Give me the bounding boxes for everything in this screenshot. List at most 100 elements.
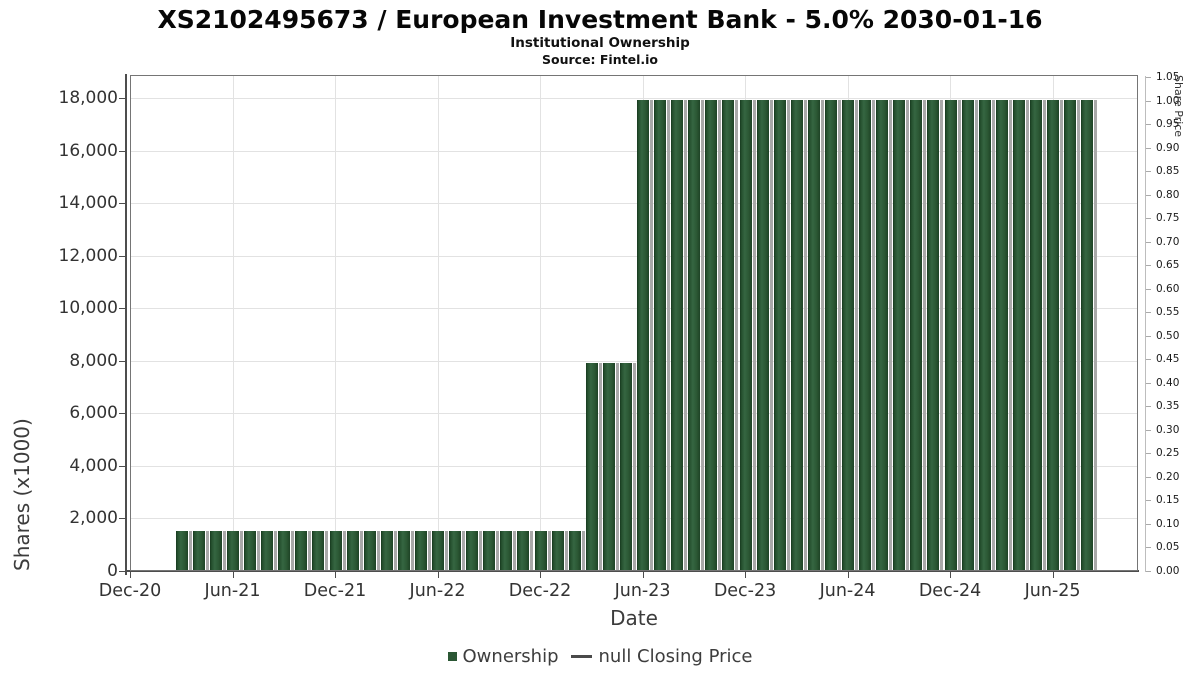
- y2-tick: [1146, 500, 1151, 502]
- right-axis-line: [1145, 76, 1146, 572]
- x-tick-label: Dec-24: [918, 581, 982, 601]
- y-tick-label: 12,000: [58, 245, 118, 266]
- x-tick-label: Jun-22: [409, 581, 466, 601]
- right-axis-title: Share Price: [1172, 75, 1185, 138]
- bar: [397, 530, 414, 571]
- bar: [192, 530, 209, 571]
- bar: [893, 100, 910, 570]
- bar: [944, 100, 961, 570]
- y-tick-label: 0: [107, 561, 118, 581]
- y-gridline: [131, 360, 1137, 362]
- y2-tick-label: 0.45: [1156, 353, 1180, 366]
- y2-tick: [1146, 288, 1151, 290]
- y-tick-label: 14,000: [58, 193, 118, 214]
- y2-tick: [1146, 382, 1151, 384]
- left-axis-line: [125, 74, 127, 575]
- x-tick: [232, 572, 234, 578]
- y2-tick: [1146, 476, 1151, 478]
- bar: [705, 100, 722, 570]
- y2-tick: [1146, 77, 1151, 78]
- bar: [722, 100, 739, 570]
- bar: [602, 363, 619, 570]
- bar: [278, 530, 295, 571]
- bar: [329, 530, 346, 571]
- x-tick-label: Jun-23: [614, 581, 671, 601]
- y-tick: [119, 203, 125, 205]
- y2-tick-label: 0.95: [1156, 118, 1180, 131]
- y-tick: [119, 255, 125, 257]
- bar: [175, 530, 192, 571]
- bar: [551, 530, 568, 571]
- bar: [432, 530, 449, 571]
- bar: [244, 530, 261, 571]
- y2-tick: [1146, 312, 1151, 314]
- x-tick: [130, 572, 131, 578]
- y-gridline: [131, 203, 1137, 205]
- x-gridline: [437, 76, 439, 570]
- y2-tick-label: 0.70: [1156, 235, 1180, 248]
- x-tick: [950, 572, 952, 578]
- y-tick-label: 4,000: [69, 455, 118, 476]
- y-tick: [119, 98, 125, 100]
- bar: [312, 530, 329, 571]
- y2-tick-label: 0.80: [1156, 188, 1180, 201]
- bar: [876, 100, 893, 570]
- y2-tick-label: 0.90: [1156, 141, 1180, 154]
- bar: [654, 100, 671, 570]
- bar: [534, 530, 551, 571]
- x-tick-label: Dec-20: [98, 581, 162, 601]
- page-title: XS2102495673 / European Investment Bank …: [157, 5, 1043, 34]
- bottom-axis-line: [125, 570, 1139, 572]
- x-tick: [437, 572, 439, 578]
- ownership-swatch-icon: [447, 652, 457, 661]
- y2-tick: [1146, 335, 1151, 337]
- bar: [363, 530, 380, 571]
- y-gridline: [131, 255, 1137, 257]
- y2-tick-label: 0.05: [1156, 541, 1180, 554]
- y-tick: [119, 518, 125, 520]
- legend: Ownership null Closing Price: [0, 646, 1200, 667]
- y2-tick-label: 0.15: [1156, 494, 1180, 507]
- x-tick-label: Jun-24: [819, 581, 876, 601]
- bar: [414, 530, 431, 571]
- bar: [1064, 100, 1081, 570]
- x-tick: [540, 572, 542, 578]
- bar: [739, 100, 756, 570]
- bar: [585, 363, 602, 570]
- y-tick: [119, 308, 125, 310]
- bar: [688, 100, 705, 570]
- y2-tick: [1146, 147, 1151, 149]
- bar: [568, 530, 585, 571]
- y2-tick-label: 1.00: [1156, 94, 1180, 107]
- y2-tick-label: 0.75: [1156, 212, 1180, 225]
- bar: [637, 100, 654, 570]
- bar: [807, 100, 824, 570]
- bar: [961, 100, 978, 570]
- y2-tick: [1146, 194, 1151, 196]
- legend-price-label: null Closing Price: [598, 646, 753, 667]
- x-tick: [745, 572, 747, 578]
- bar: [842, 100, 859, 570]
- x-tick-label: Dec-23: [713, 581, 777, 601]
- bar: [910, 100, 927, 570]
- bar: [1081, 100, 1098, 570]
- y-tick-label: 8,000: [69, 350, 118, 371]
- x-tick: [642, 572, 644, 578]
- bar: [227, 530, 243, 571]
- y2-tick-label: 0.85: [1156, 165, 1180, 178]
- y-tick: [119, 571, 125, 572]
- y-tick-label: 18,000: [58, 88, 118, 109]
- y2-tick-label: 0.00: [1156, 565, 1180, 577]
- y-tick: [119, 150, 125, 152]
- x-tick: [1052, 572, 1054, 578]
- bar: [824, 100, 841, 570]
- y-tick-label: 16,000: [58, 140, 118, 161]
- bar: [978, 100, 995, 570]
- y2-tick-label: 0.20: [1156, 470, 1180, 483]
- bar: [619, 363, 636, 570]
- y2-tick: [1146, 571, 1151, 572]
- y2-tick: [1146, 406, 1151, 408]
- y-tick: [119, 413, 125, 415]
- y-tick: [119, 360, 125, 362]
